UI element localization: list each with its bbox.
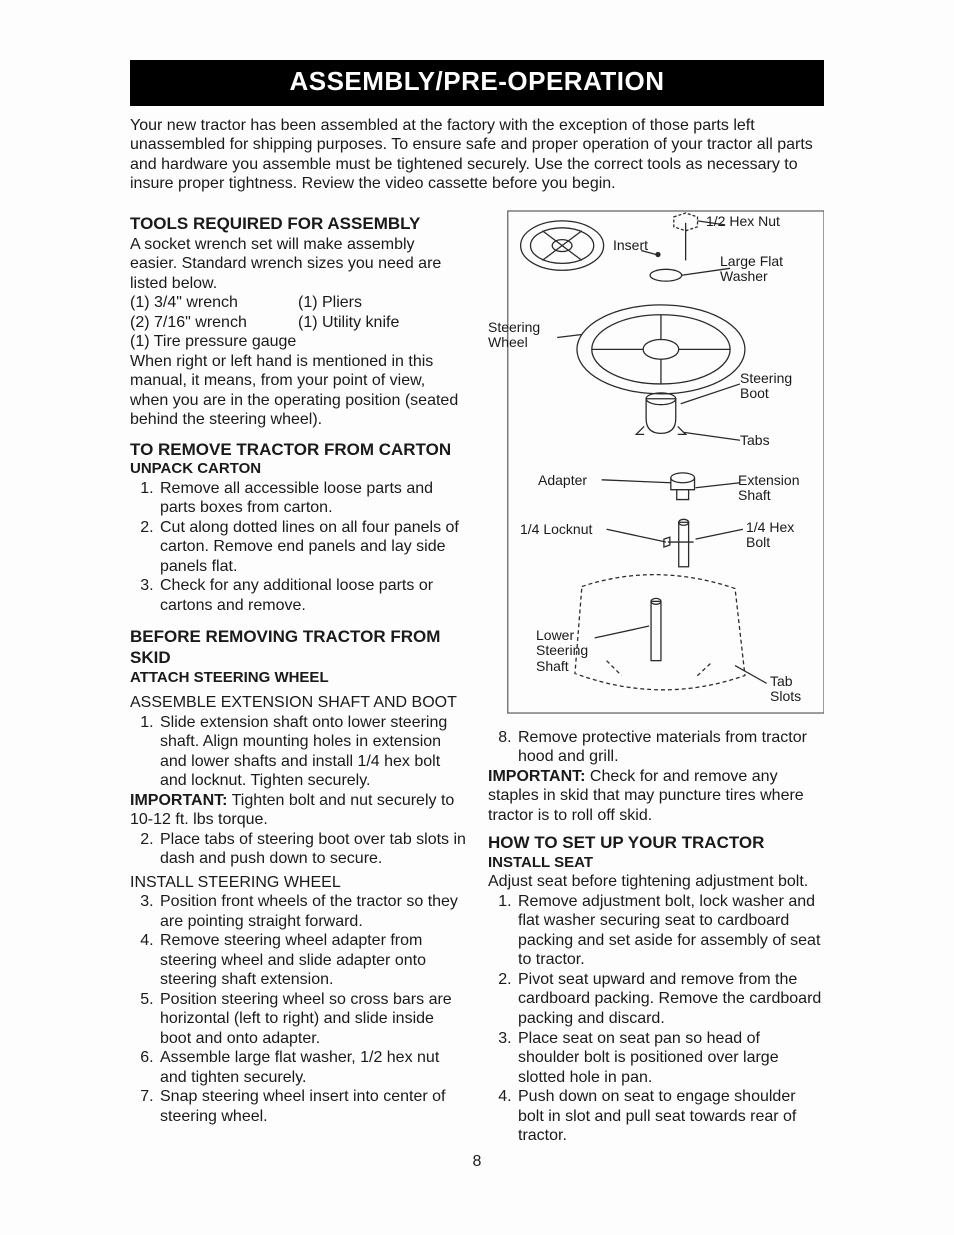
- tools-heading: TOOLS REQUIRED FOR ASSEMBLY: [130, 214, 466, 235]
- list-item: Pivot seat upward and remove from the ca…: [516, 970, 824, 1029]
- seat-steps: Remove adjustment bolt, lock washer and …: [488, 892, 824, 1146]
- list-item: Assemble large flat washer, 1/2 hex nut …: [158, 1048, 466, 1087]
- diagram-label-locknut: 1/4 Locknut: [520, 522, 592, 537]
- diagram-label-lower: LowerSteeringShaft: [536, 628, 588, 674]
- assemble-steps-1: Slide extension shaft onto lower steer­i…: [130, 713, 466, 791]
- diagram-label-tabslots: TabSlots: [770, 674, 801, 705]
- left-column: TOOLS REQUIRED FOR ASSEMBLY A socket wre…: [130, 208, 466, 1146]
- continued-steps: Remove protective materials from trac­to…: [488, 728, 824, 767]
- list-item: Push down on seat to engage shoulder bol…: [516, 1087, 824, 1146]
- install-steps: Position front wheels of the tractor so …: [130, 892, 466, 1126]
- important-label: IMPORTANT:: [488, 768, 585, 785]
- diagram-label-extshaft: ExtensionShaft: [738, 473, 799, 504]
- list-item: Place seat on seat pan so head of should…: [516, 1029, 824, 1088]
- list-item: Remove adjustment bolt, lock washer and …: [516, 892, 824, 970]
- list-item: Remove protective materials from trac­to…: [516, 728, 824, 767]
- diagram-label-hexnut: 1/2 Hex Nut: [706, 214, 780, 229]
- right-column: Insert 1/2 Hex Nut Large FlatWasher Stee…: [488, 208, 824, 1146]
- intro-paragraph: Your new tractor has been assembled at t…: [130, 116, 824, 194]
- tools-note: When right or left hand is mentioned in …: [130, 352, 466, 430]
- diagram-label-boot: SteeringBoot: [740, 371, 792, 402]
- list-item: Snap steering wheel insert into center o…: [158, 1087, 466, 1126]
- two-column-layout: TOOLS REQUIRED FOR ASSEMBLY A socket wre…: [130, 208, 824, 1146]
- list-item: Check for any additional loose parts or …: [158, 576, 466, 615]
- attach-wheel-heading: ATTACH STEERING WHEEL: [130, 669, 466, 687]
- assemble-steps-2: Place tabs of steering boot over tab slo…: [130, 830, 466, 869]
- tools-list: (1) 3/4" wrench (1) Pliers (2) 7/16" wre…: [130, 293, 466, 332]
- list-item: Remove all accessible loose parts and pa…: [158, 479, 466, 518]
- tool-item: (1) Tire pressure gauge: [130, 332, 466, 352]
- assemble-shaft-subheading: ASSEMBLE EXTENSION SHAFT AND BOOT: [130, 693, 466, 713]
- page-number: 8: [130, 1152, 824, 1172]
- tool-item: (1) Utility knife: [298, 313, 466, 333]
- important-note-2: IMPORTANT: Check for and remove any stap…: [488, 767, 824, 826]
- diagram-label-hexbolt: 1/4 HexBolt: [746, 520, 794, 551]
- tool-item: (2) 7/16" wrench: [130, 313, 298, 333]
- tool-item: (1) Pliers: [298, 293, 466, 313]
- install-seat-heading: INSTALL SEAT: [488, 854, 824, 872]
- diagram-label-wheel: SteeringWheel: [488, 320, 540, 351]
- tools-intro: A socket wrench set will make assembly e…: [130, 235, 466, 294]
- diagram-label-adapter: Adapter: [538, 473, 587, 488]
- list-item: Position front wheels of the tractor so …: [158, 892, 466, 931]
- diagram-label-tabs: Tabs: [740, 433, 770, 448]
- install-wheel-subheading: INSTALL STEERING WHEEL: [130, 873, 466, 893]
- unpack-heading: UNPACK CARTON: [130, 460, 466, 478]
- before-removing-heading: BEFORE REMOVING TRACTOR FROM SKID: [130, 627, 466, 668]
- important-label: IMPORTANT:: [130, 792, 227, 809]
- list-item: Position steering wheel so cross bars ar…: [158, 990, 466, 1049]
- list-item: Slide extension shaft onto lower steer­i…: [158, 713, 466, 791]
- diagram-label-insert: Insert: [613, 238, 648, 253]
- list-item: Place tabs of steering boot over tab slo…: [158, 830, 466, 869]
- list-item: Cut along dotted lines on all four pan­e…: [158, 518, 466, 577]
- tool-item: (1) 3/4" wrench: [130, 293, 298, 313]
- important-note-1: IMPORTANT: Tighten bolt and nut se­curel…: [130, 791, 466, 830]
- unpack-steps: Remove all accessible loose parts and pa…: [130, 479, 466, 616]
- diagram-label-washer: Large FlatWasher: [720, 254, 783, 285]
- section-banner: ASSEMBLY/PRE-OPERATION: [130, 60, 824, 106]
- remove-carton-heading: TO REMOVE TRACTOR FROM CARTON: [130, 440, 466, 461]
- steering-assembly-diagram: Insert 1/2 Hex Nut Large FlatWasher Stee…: [488, 208, 824, 718]
- setup-heading: HOW TO SET UP YOUR TRACTOR: [488, 833, 824, 854]
- list-item: Remove steering wheel adapter from steer…: [158, 931, 466, 990]
- seat-intro: Adjust seat before tightening adjustment…: [488, 872, 824, 892]
